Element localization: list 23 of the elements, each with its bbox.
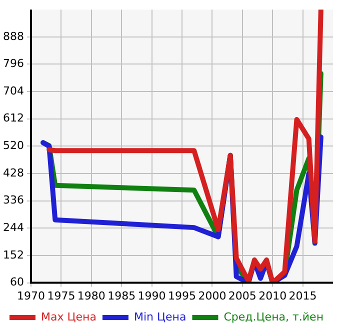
y-tick-label: 612 <box>2 112 24 125</box>
x-tick-label: 2010 <box>258 289 287 302</box>
x-tick-label: 2000 <box>198 289 226 302</box>
x-tick-label: 1985 <box>108 289 136 302</box>
x-tick-label: 1970 <box>16 289 45 302</box>
x-tick-label: 2015 <box>288 289 317 302</box>
y-tick-label: 244 <box>2 221 24 234</box>
x-tick-label: 2005 <box>228 289 256 302</box>
y-tick-label: 796 <box>2 57 24 70</box>
legend-label: Max Цена <box>40 310 96 324</box>
y-tick-label: 428 <box>2 166 24 180</box>
y-tick-label: 60 <box>10 276 24 289</box>
legend-label: Min Цена <box>134 310 186 324</box>
y-tick-label: 888 <box>2 30 24 43</box>
x-tick-label: 1995 <box>168 289 196 302</box>
legend-label: Сред.Цена, т.йен <box>224 310 324 324</box>
y-tick-label: 152 <box>2 248 24 262</box>
x-tick-label: 1975 <box>47 289 76 302</box>
y-tick-label: 704 <box>2 84 24 98</box>
y-tick-label: 520 <box>2 139 24 152</box>
x-tick-label: 1980 <box>77 289 106 302</box>
y-tick-label: 336 <box>2 194 24 207</box>
x-tick-label: 1990 <box>138 289 166 302</box>
